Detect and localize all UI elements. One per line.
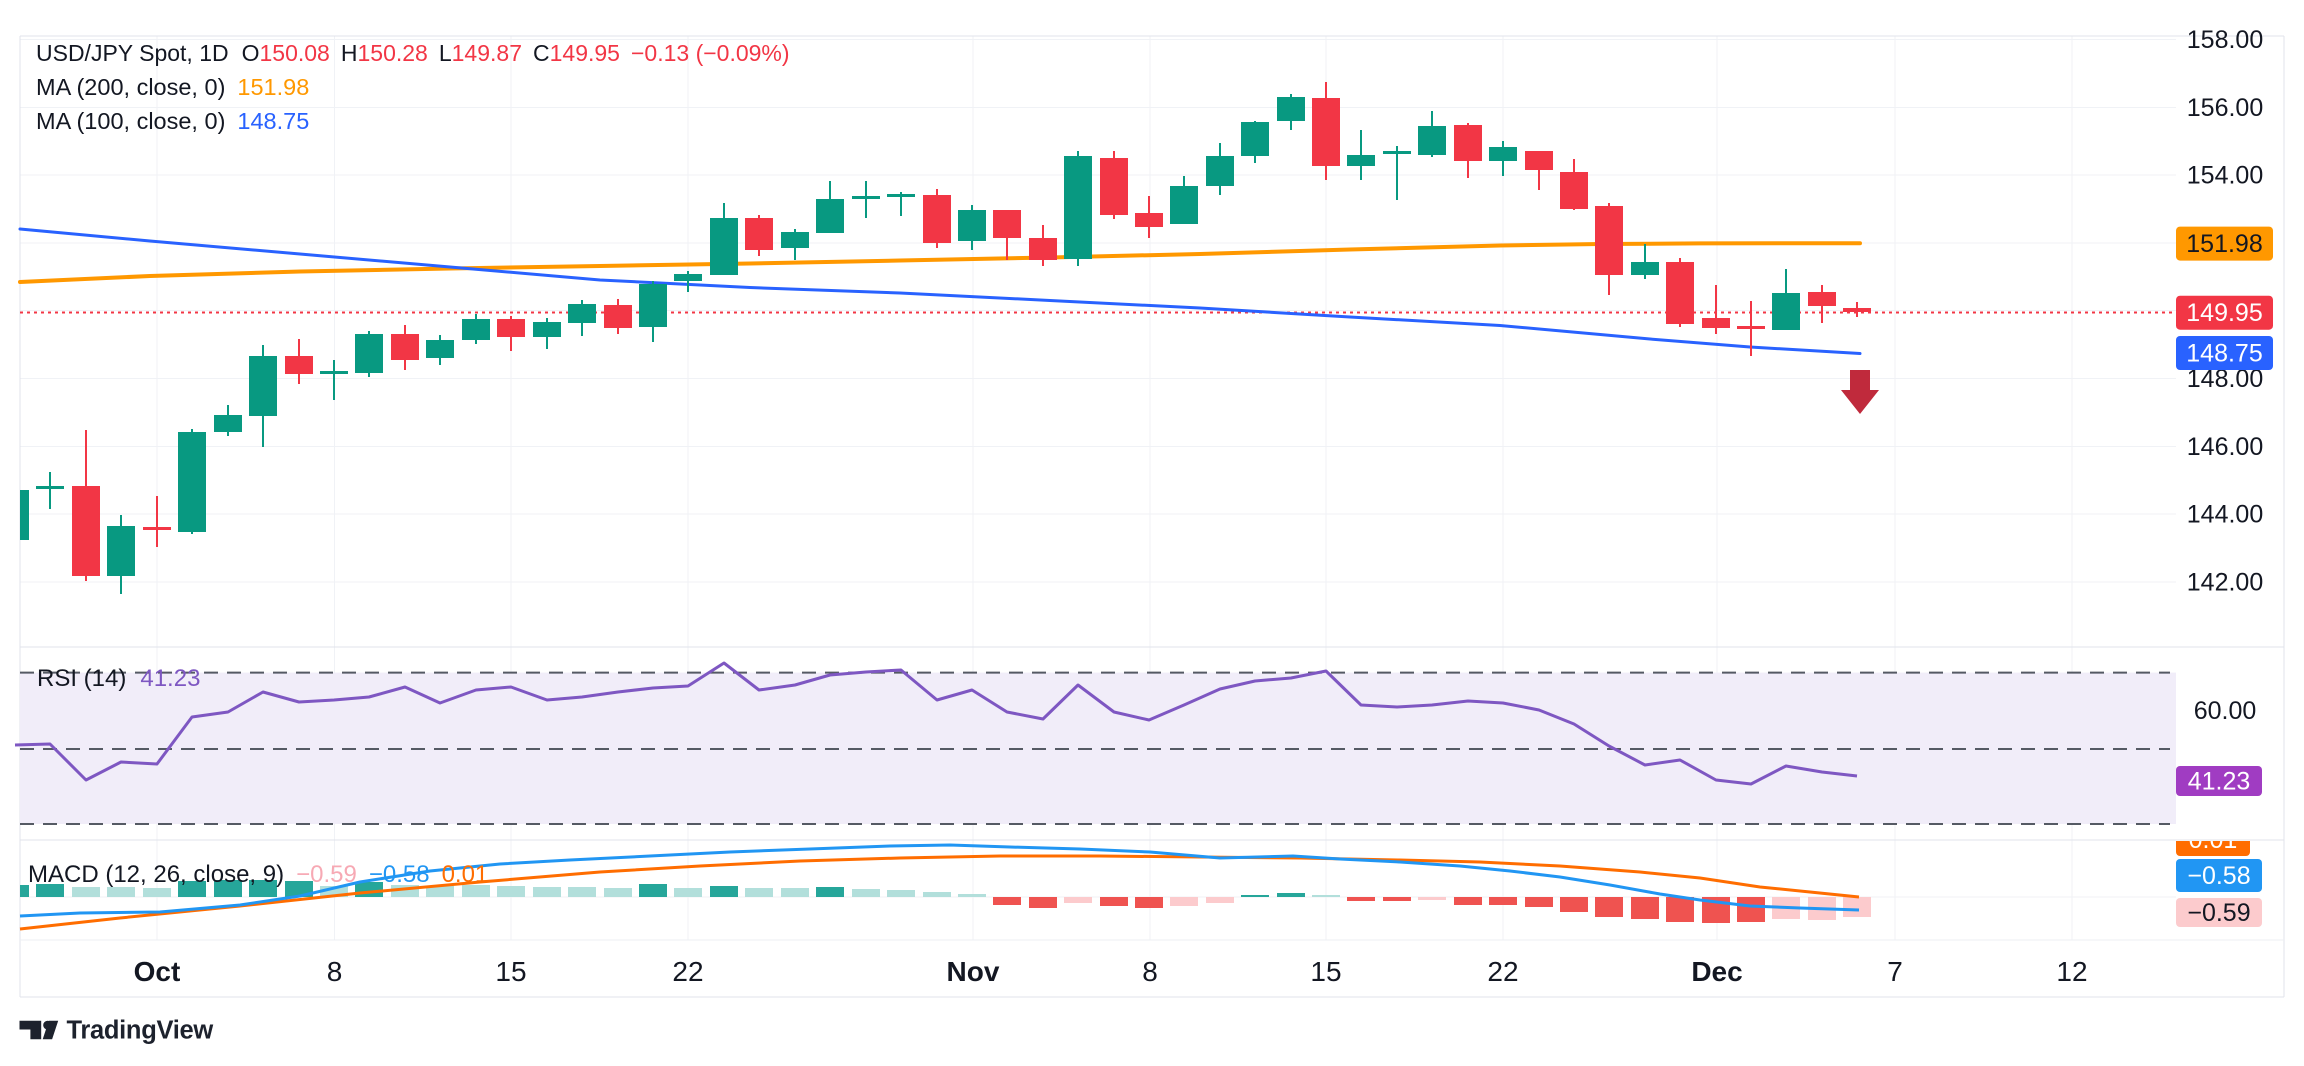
svg-text:148.75: 148.75: [2186, 340, 2262, 368]
svg-text:142.00: 142.00: [2187, 568, 2263, 596]
svg-text:0.01: 0.01: [2189, 826, 2238, 854]
svg-text:41.23: 41.23: [2188, 768, 2251, 796]
svg-text:12: 12: [2056, 956, 2087, 987]
svg-text:22: 22: [672, 956, 703, 987]
svg-text:151.98: 151.98: [2186, 230, 2262, 258]
svg-text:156.00: 156.00: [2187, 94, 2263, 122]
svg-text:22: 22: [1487, 956, 1518, 987]
svg-text:−0.59: −0.59: [2187, 899, 2250, 927]
svg-text:149.95: 149.95: [2186, 299, 2262, 327]
svg-text:144.00: 144.00: [2187, 501, 2263, 529]
svg-text:15: 15: [1310, 956, 1341, 987]
svg-text:8: 8: [327, 956, 343, 987]
svg-text:MA (200, close, 0)151.98: MA (200, close, 0) 151.98: [36, 74, 309, 100]
svg-text:158.00: 158.00: [2187, 26, 2263, 54]
svg-text:Dec: Dec: [1691, 956, 1742, 987]
svg-text:Oct: Oct: [134, 956, 181, 987]
svg-text:7: 7: [1887, 956, 1903, 987]
svg-text:60.00: 60.00: [2194, 697, 2257, 725]
svg-text:8: 8: [1142, 956, 1158, 987]
svg-text:154.00: 154.00: [2187, 162, 2263, 190]
svg-text:RSI (14)41.23: RSI (14) 41.23: [37, 665, 200, 692]
svg-text:146.00: 146.00: [2187, 433, 2263, 461]
svg-text:15: 15: [495, 956, 526, 987]
svg-text:MA (100, close, 0)148.75: MA (100, close, 0) 148.75: [36, 108, 309, 134]
svg-text:−0.58: −0.58: [2187, 862, 2250, 890]
svg-text:TradingView: TradingView: [67, 1017, 214, 1045]
svg-text:MACD (12, 26, close, 9)−0.59−0: MACD (12, 26, close, 9) −0.59 −0.58 0.01: [28, 861, 488, 888]
svg-text:Nov: Nov: [947, 956, 1000, 987]
